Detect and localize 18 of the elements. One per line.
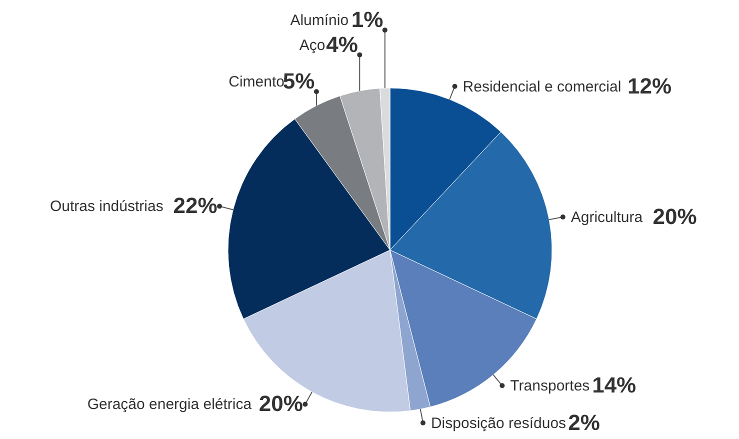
slice-label: Aço [299, 36, 326, 54]
data-label: 20% [652, 204, 697, 230]
data-label: 20% [258, 391, 303, 416]
data-label: 12% [627, 73, 672, 98]
slice-label: Alumínio [290, 12, 349, 30]
slice-label: Cimento [228, 74, 284, 91]
data-label: 1% [351, 7, 384, 32]
data-label: 5% [282, 68, 315, 94]
data-label: 4% [326, 32, 358, 57]
data-label: 14% [592, 372, 636, 398]
slice-label: Disposição resíduos [430, 414, 566, 432]
data-label: 2% [568, 410, 600, 435]
slice-label: Transportes [510, 378, 590, 395]
data-label: 22% [173, 193, 218, 218]
slice-label: Geração energia elétrica [87, 396, 252, 414]
slice-label: Outras indústrias [50, 198, 164, 216]
slice-label: Residencial e comercial [462, 78, 622, 96]
slice-label: Agricultura [570, 209, 644, 226]
